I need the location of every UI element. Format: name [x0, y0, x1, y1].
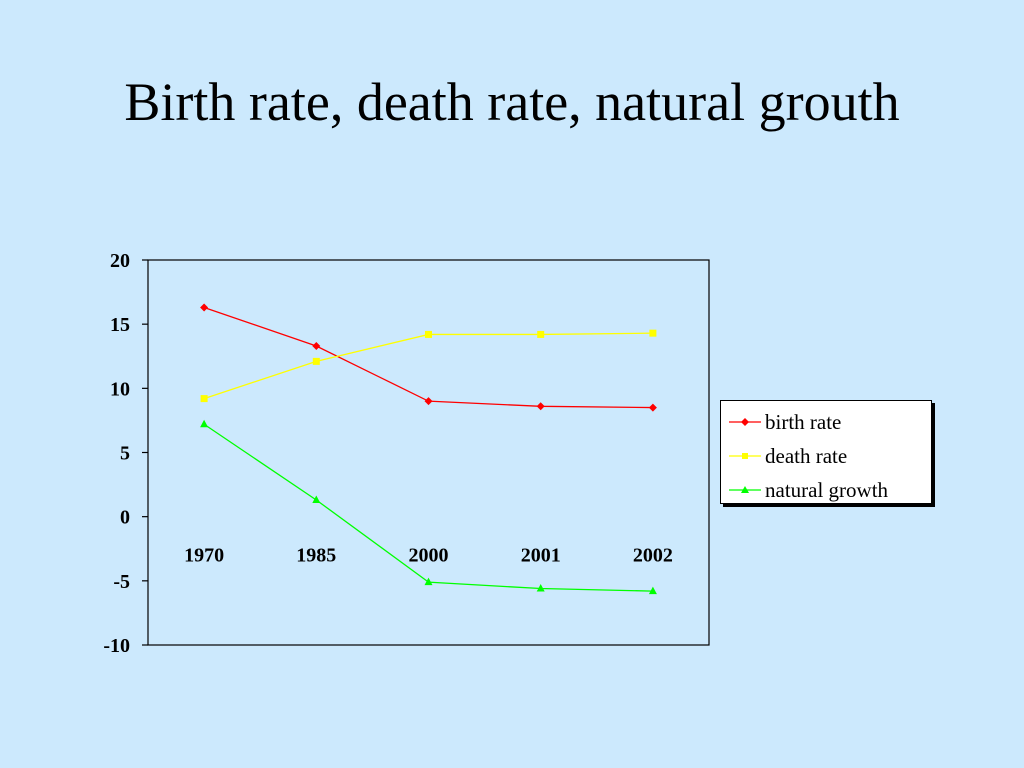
diamond-marker-icon — [729, 418, 761, 426]
x-axis-labels: 1970 1985 2000 2001 2002 — [184, 545, 673, 567]
y-tick-label: 20 — [110, 250, 130, 272]
data-point-natural-growth — [312, 495, 321, 503]
data-point-birth-rate — [424, 397, 433, 406]
data-point-birth-rate — [648, 403, 657, 412]
y-tick-label: 5 — [120, 443, 130, 465]
data-point-death-rate — [425, 330, 432, 338]
y-tick-label: -5 — [113, 571, 130, 593]
series-line-death-rate — [203, 332, 653, 400]
data-point-natural-growth — [536, 584, 545, 592]
data-point-natural-growth — [200, 419, 209, 428]
data-point-natural-growth — [424, 577, 433, 586]
x-tick-label: 2001 — [521, 545, 561, 567]
series-natural-growth — [200, 419, 657, 595]
data-point-natural-growth — [648, 586, 657, 595]
data-point-death-rate — [200, 395, 208, 403]
series-layer — [200, 303, 657, 595]
legend-item-birth-rate: birth rate — [721, 405, 931, 439]
data-point-birth-rate — [200, 303, 209, 312]
y-axis: 20 15 10 5 0 -5 -10 — [103, 250, 148, 657]
data-point-death-rate — [312, 357, 320, 365]
legend-label: death rate — [765, 444, 848, 468]
y-tick-label: 10 — [110, 378, 130, 400]
x-tick-label: 1985 — [296, 545, 336, 567]
legend-label: birth rate — [765, 410, 842, 434]
series-birth-rate — [200, 303, 657, 412]
x-tick-label: 2002 — [633, 545, 673, 567]
y-tick-label: -10 — [103, 635, 130, 657]
triangle-marker-icon — [729, 486, 761, 493]
slide-title: Birth rate, death rate, natural grouth — [124, 72, 900, 132]
x-tick-label: 2000 — [409, 545, 449, 567]
y-tick-label: 15 — [110, 314, 130, 336]
x-tick-label: 1970 — [184, 545, 224, 567]
square-marker-icon — [729, 453, 761, 459]
series-line-birth-rate — [203, 306, 653, 409]
legend-item-death-rate: death rate — [721, 439, 931, 473]
legend-label: natural growth — [765, 478, 889, 502]
legend: birth rate death rate natural growth — [720, 400, 932, 504]
legend-item-natural-growth: natural growth — [721, 473, 931, 507]
series-death-rate — [200, 329, 657, 403]
data-point-birth-rate — [312, 341, 321, 350]
data-point-birth-rate — [536, 402, 545, 411]
y-tick-label: 0 — [120, 507, 130, 529]
data-point-death-rate — [537, 330, 545, 338]
data-point-death-rate — [649, 329, 657, 337]
